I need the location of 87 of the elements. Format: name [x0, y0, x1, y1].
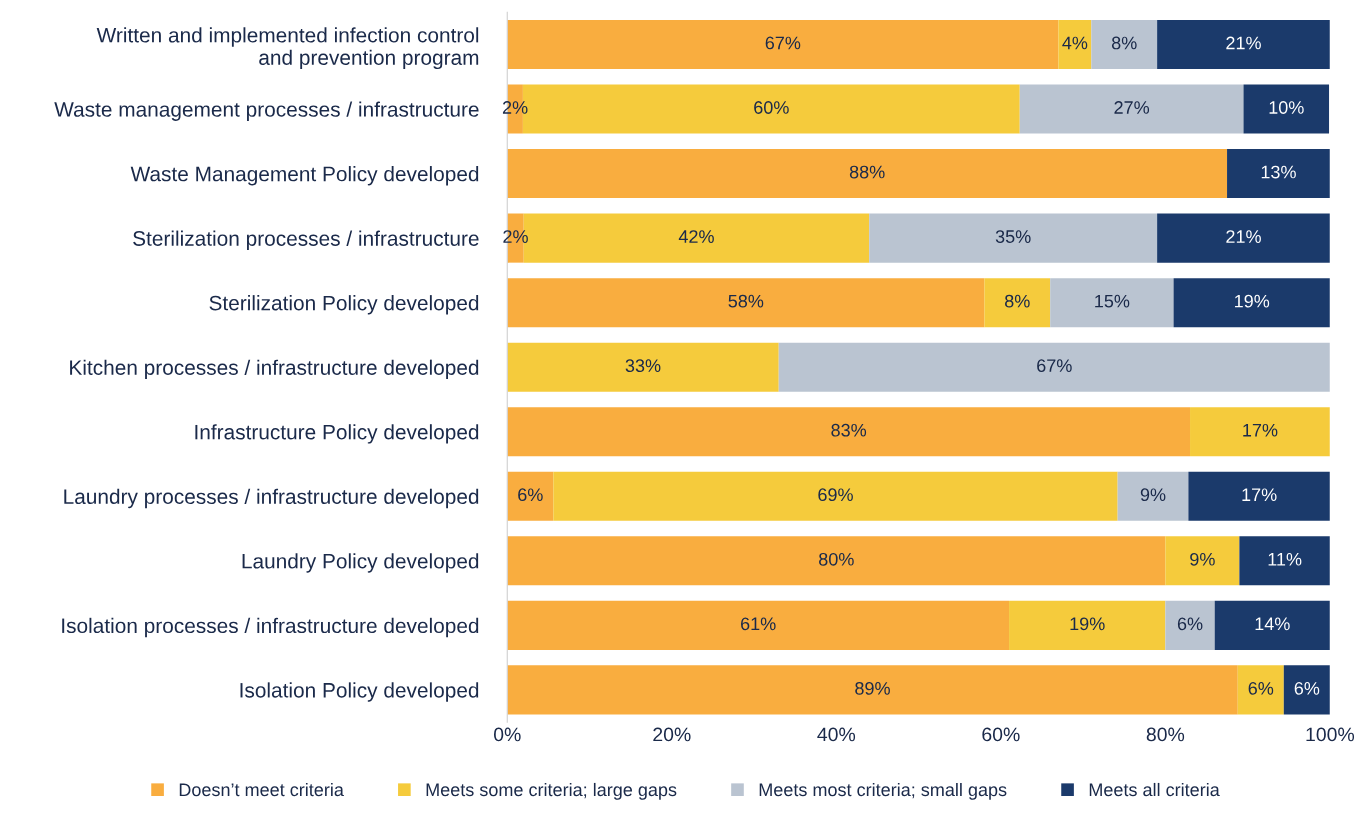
x-tick-label: 40% — [817, 727, 856, 742]
data-label: 6% — [1248, 681, 1274, 695]
bar — [1227, 149, 1330, 199]
legend-label: Meets most criteria; small gaps — [759, 782, 1007, 800]
y-tick-label: Infrastructure Policy developed — [195, 424, 479, 444]
bar — [984, 278, 1051, 328]
y-tick-label: Isolation processes / infrastructure developed — [62, 617, 479, 638]
bar — [1243, 84, 1330, 134]
x-tick-label: 100% — [1306, 727, 1355, 742]
data-label: 6% — [1294, 681, 1320, 695]
bar — [507, 149, 1228, 199]
y-tick-label: Written and implemented infection control and prevention program — [96, 27, 479, 70]
bar — [1165, 536, 1240, 586]
data-label: 35% — [995, 230, 1031, 243]
bar — [1058, 19, 1092, 70]
data-label: 8% — [1111, 36, 1137, 50]
data-label: 58% — [728, 294, 764, 308]
y-tick-label: Sterilization processes / infrastructure — [133, 230, 479, 250]
bar — [1173, 278, 1330, 328]
bar — [1157, 213, 1330, 263]
data-label: 67% — [1037, 359, 1072, 373]
data-label: 11% — [1268, 552, 1302, 566]
bar — [507, 407, 1191, 457]
y-tick-label: Waste Management Policy developed — [130, 166, 479, 186]
bar — [507, 278, 985, 328]
data-label: 60% — [754, 101, 789, 114]
data-label: 21% — [1226, 230, 1261, 243]
bar — [778, 342, 1330, 392]
data-label: 33% — [625, 359, 661, 373]
data-label: 69% — [818, 488, 853, 502]
x-tick-label: 20% — [653, 727, 691, 742]
data-label: 14% — [1255, 617, 1290, 631]
data-label: 6% — [518, 488, 543, 502]
y-tick-label: Laundry processes / infrastructure developed — [64, 488, 479, 509]
bar — [1009, 600, 1166, 650]
bar — [507, 342, 779, 392]
legend-label: Meets some criteria; large gaps — [426, 782, 677, 800]
bar — [1165, 600, 1215, 650]
y-tick-label: Waste management processes / infrastructure — [54, 101, 479, 121]
data-label: 42% — [678, 230, 714, 243]
bar — [1214, 600, 1330, 650]
data-label: 9% — [1140, 488, 1166, 502]
bar — [1239, 536, 1330, 586]
y-tick-label: Isolation Policy developed — [240, 682, 479, 702]
data-label: 21% — [1226, 36, 1261, 50]
data-label: 8% — [1005, 294, 1030, 308]
bar — [1157, 19, 1330, 70]
data-label: 15% — [1095, 294, 1130, 308]
bar — [1091, 19, 1158, 70]
y-tick-label: Kitchen processes / infrastructure developed — [70, 359, 479, 380]
bar — [507, 600, 1010, 650]
data-label: 6% — [1177, 617, 1203, 631]
bar — [553, 471, 1118, 521]
bar — [1019, 84, 1244, 134]
data-label: 4% — [1062, 36, 1088, 50]
bar — [1188, 471, 1330, 521]
data-label: 13% — [1261, 165, 1296, 179]
bar — [1190, 407, 1330, 457]
bar — [507, 19, 1059, 70]
data-label: 83% — [831, 423, 867, 437]
legend-label: Meets all criteria — [1089, 782, 1220, 797]
bar — [507, 536, 1166, 586]
data-label: 19% — [1070, 617, 1105, 631]
y-tick-label: Laundry Policy developed — [242, 553, 479, 573]
data-label: 61% — [741, 617, 776, 631]
bar — [1283, 665, 1330, 715]
x-tick-label: 0% — [493, 727, 521, 742]
bar — [507, 665, 1238, 715]
bar — [1237, 665, 1284, 715]
x-tick-label: 80% — [1146, 727, 1185, 742]
x-tick-label: 60% — [982, 727, 1020, 742]
data-label: 10% — [1269, 101, 1304, 114]
bar — [869, 213, 1158, 263]
data-label: 17% — [1242, 488, 1277, 502]
data-label: 17% — [1243, 423, 1278, 437]
legend-label: Doesn’t meet criteria — [179, 782, 344, 797]
data-label: 27% — [1114, 101, 1150, 114]
bar — [1117, 471, 1189, 521]
data-label: 19% — [1235, 294, 1270, 308]
data-label: 88% — [849, 165, 885, 179]
data-label: 89% — [855, 681, 890, 695]
data-label: 67% — [765, 36, 801, 50]
bar — [1050, 278, 1174, 328]
data-label: 9% — [1190, 552, 1215, 566]
y-tick-label: Sterilization Policy developed — [209, 295, 479, 315]
data-label: 80% — [819, 552, 854, 566]
bar — [507, 471, 554, 521]
